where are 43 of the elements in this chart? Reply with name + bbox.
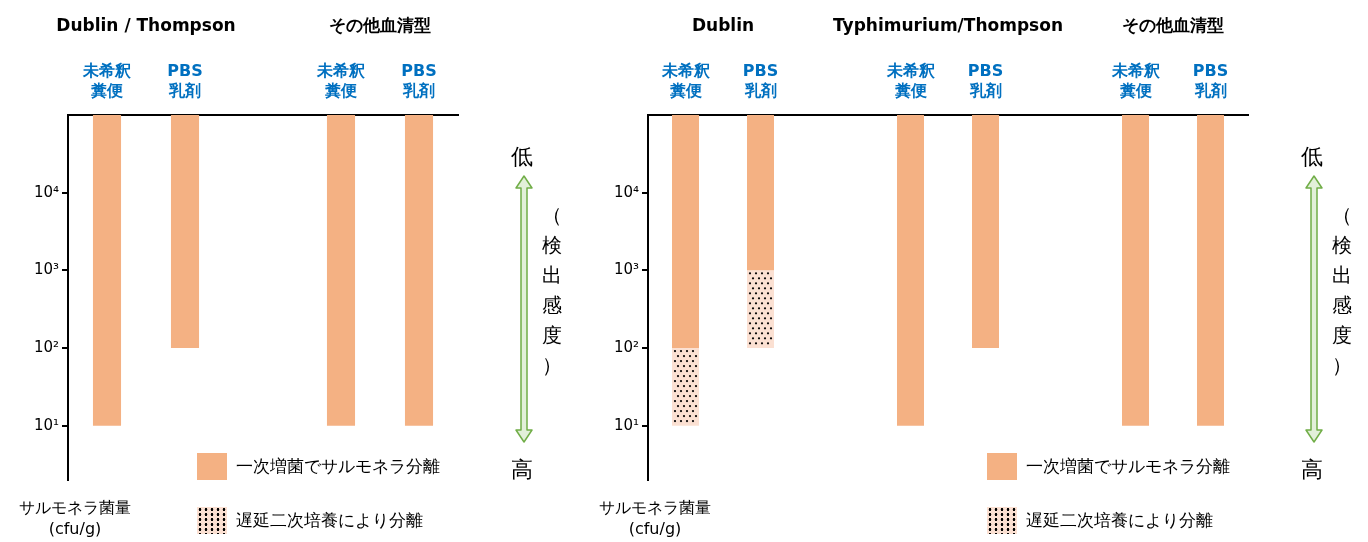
text: 高 [511, 456, 533, 484]
text: （検出感度） [542, 202, 562, 379]
legend-label: 一次増菌でサルモネラ分離 [1026, 455, 1230, 478]
y-tick-label: 10¹ [613, 415, 639, 434]
x-tick-label: 未希釈糞便 [82, 61, 131, 100]
text: Typhimurium/Thompson [833, 15, 1063, 36]
legend-label: 遅延二次培養により分離 [1026, 509, 1213, 532]
y-axis-title: サルモネラ菌量 (cfu/g) [18, 497, 132, 539]
bar [747, 115, 774, 271]
y-axis-title: サルモネラ菌量 (cfu/g) [598, 497, 712, 539]
y-tick-label: 10¹ [33, 415, 59, 434]
text: その他血清型 [1122, 15, 1224, 36]
text: Dublin [691, 15, 755, 36]
x-tick-label: PBS 乳剤 [1192, 61, 1229, 100]
legend-label: 一次増菌でサルモネラ分離 [236, 455, 440, 478]
x-tick-label: 未希釈糞便 [316, 61, 365, 100]
y-tick-label: 10² [33, 337, 59, 356]
x-tick-label: 未希釈糞便 [660, 61, 710, 100]
bar [972, 115, 999, 349]
text: Dublin / Thompson [56, 15, 236, 36]
bar [897, 115, 924, 426]
bar [747, 270, 774, 349]
text: その他血清型 [329, 15, 431, 36]
y-tick-label: 10⁴ [613, 182, 639, 201]
y-tick-label: 10⁴ [33, 182, 59, 201]
x-tick-label: 未希釈糞便 [1110, 61, 1160, 100]
bar [1197, 115, 1224, 426]
y-tick-label: 10³ [613, 260, 639, 279]
text: （検出感度） [1332, 202, 1352, 379]
y-tick-label: 10³ [33, 260, 59, 279]
x-tick-label: PBS 乳剤 [167, 61, 203, 100]
bar [672, 115, 699, 349]
text: 高 [1301, 456, 1323, 484]
bar [1122, 115, 1149, 426]
x-tick-label: PBS 乳剤 [742, 61, 779, 100]
bar [672, 348, 699, 426]
text: 低 [511, 143, 533, 171]
x-tick-label: 未希釈糞便 [885, 61, 935, 100]
x-tick-label: PBS 乳剤 [967, 61, 1004, 100]
text: 低 [1301, 143, 1323, 171]
x-tick-label: PBS 乳剤 [401, 61, 437, 100]
legend-label: 遅延二次培養により分離 [236, 509, 423, 532]
y-tick-label: 10² [613, 337, 639, 356]
